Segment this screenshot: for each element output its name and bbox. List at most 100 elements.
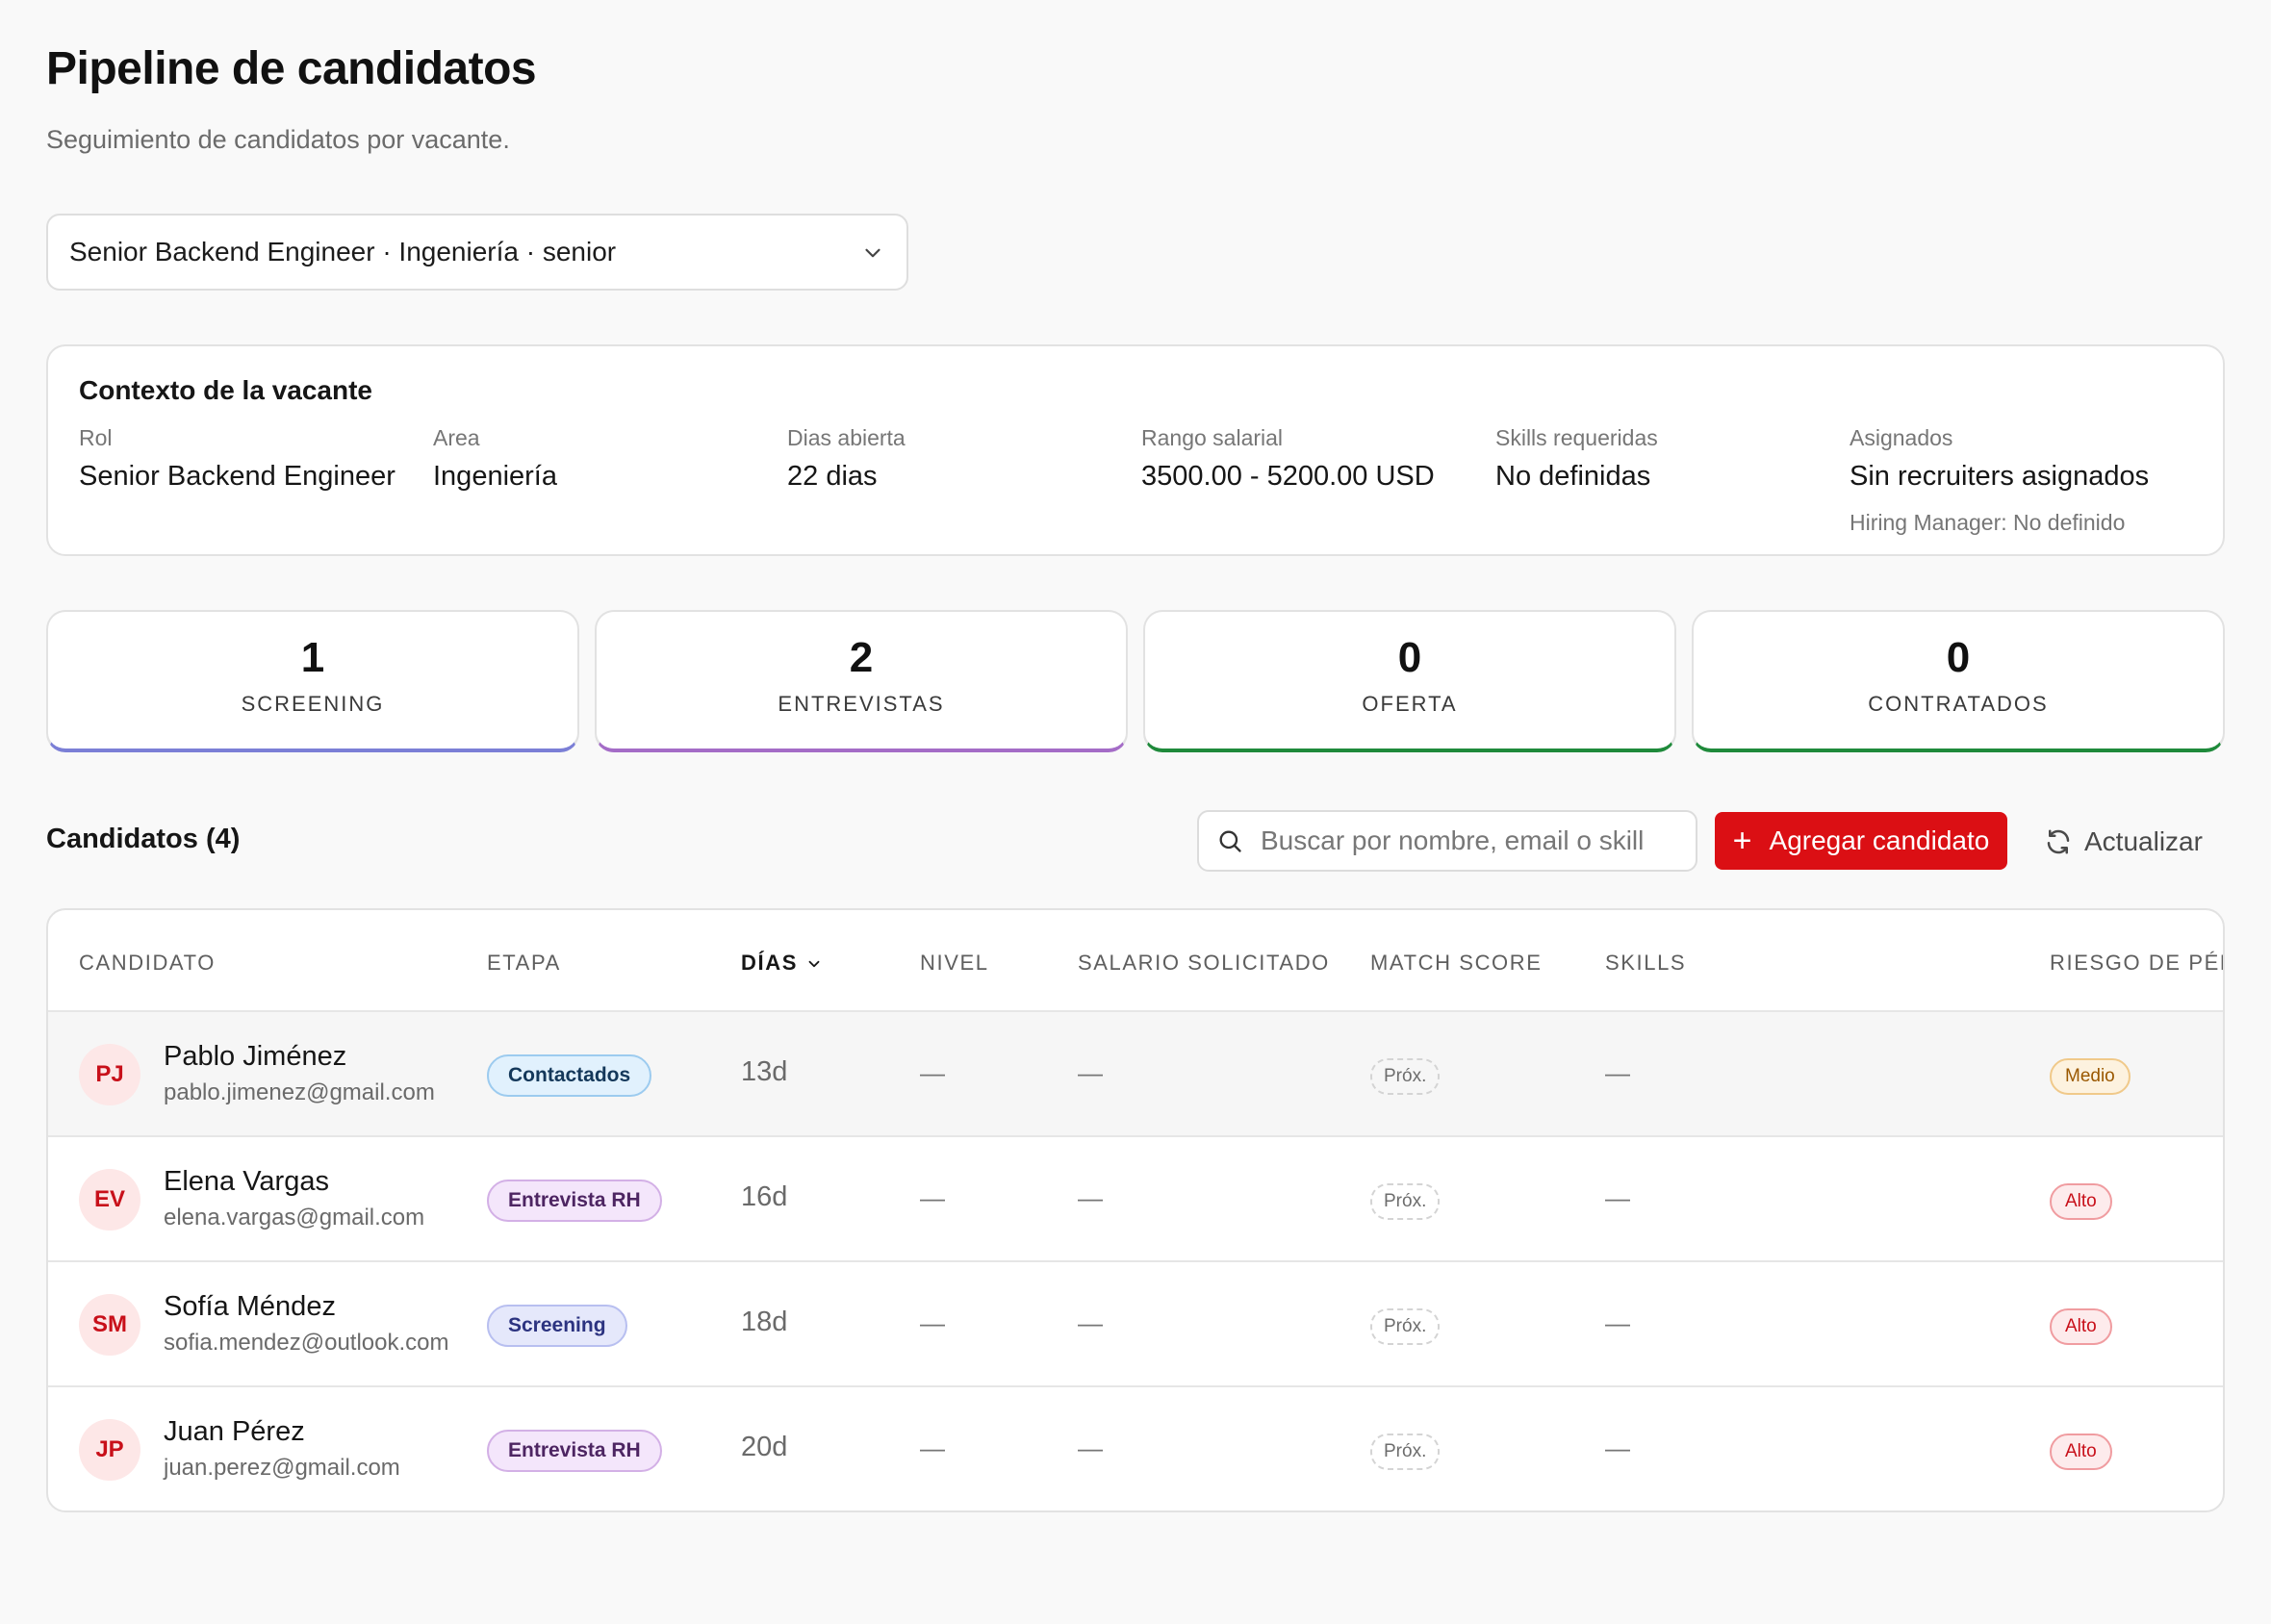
salary-value: — [1078,1434,1103,1462]
match-score-badge: Próx. [1370,1183,1441,1220]
avatar: PJ [79,1044,140,1105]
table-row[interactable]: EV Elena Vargas elena.vargas@gmail.com E… [48,1137,2223,1262]
stat-label: ENTREVISTAS [778,691,945,716]
risk-badge: Alto [2050,1308,2112,1345]
stat-label: SCREENING [241,691,385,716]
level-value: — [920,1434,945,1462]
stage-badge: Entrevista RH [487,1180,662,1222]
column-header-match-score[interactable]: MATCH SCORE [1370,951,1543,975]
avatar: JP [79,1419,140,1481]
days-value: 13d [741,1056,788,1087]
context-label: Asignados [1850,425,1953,450]
table-row[interactable]: PJ Pablo Jiménez pablo.jimenez@gmail.com… [48,1012,2223,1137]
sort-desc-icon [808,961,820,968]
skills-value: — [1605,1434,1630,1462]
context-value: Sin recruiters asignados [1850,461,2150,492]
table-header: CANDIDATO ETAPA DÍAS NIVEL SALARIO SOLIC… [48,910,2223,1012]
column-header-days[interactable]: DÍAS [741,951,823,976]
candidates-title: Candidatos (4) [46,824,241,854]
column-header-candidate[interactable]: CANDIDATO [79,951,216,975]
page-subtitle: Seguimiento de candidatos por vacante. [46,125,510,154]
search-box[interactable] [1197,810,1697,872]
refresh-button[interactable]: Actualizar [2044,818,2203,866]
skills-value: — [1605,1183,1630,1212]
table-row[interactable]: JP Juan Pérez juan.perez@gmail.com Entre… [48,1387,2223,1510]
context-label: Skills requeridas [1495,425,1658,450]
candidate-name[interactable]: Elena Vargas [164,1166,329,1197]
level-value: — [920,1308,945,1337]
salary-value: — [1078,1183,1103,1212]
context-value: 22 dias [787,461,878,492]
context-value: Senior Backend Engineer [79,461,396,492]
avatar: EV [79,1169,140,1231]
vacancy-context-card: Contexto de la vacante Rol Senior Backen… [46,344,2225,556]
skills-value: — [1605,1308,1630,1337]
stat-card-screening[interactable]: 1 SCREENING [46,610,579,752]
salary-value: — [1078,1058,1103,1087]
level-value: — [920,1183,945,1212]
stat-card-interviews[interactable]: 2 ENTREVISTAS [595,610,1128,752]
stat-label: OFERTA [1362,691,1458,716]
salary-value: — [1078,1308,1103,1337]
stage-badge: Entrevista RH [487,1430,662,1472]
column-header-skills[interactable]: SKILLS [1605,951,1687,975]
level-value: — [920,1058,945,1087]
candidate-email: elena.vargas@gmail.com [164,1205,425,1231]
vacancy-select[interactable]: Senior Backend Engineer · Ingeniería · s… [46,214,908,291]
add-candidate-button[interactable]: + Agregar candidato [1715,812,2007,870]
stat-value: 2 [849,634,874,681]
refresh-icon [2047,829,2070,854]
vacancy-select-value: Senior Backend Engineer · Ingeniería · s… [69,237,617,266]
column-header-salary[interactable]: SALARIO SOLICITADO [1078,951,1330,975]
context-field-skills: Skills requeridas No definidas [1495,425,1658,493]
stat-value: 0 [1397,634,1422,681]
context-field-area: Area Ingeniería [433,425,557,493]
context-label: Rol [79,425,113,450]
candidate-email: sofia.mendez@outlook.com [164,1330,449,1356]
avatar: SM [79,1294,140,1356]
add-candidate-label: Agregar candidato [1769,825,1990,855]
candidate-name[interactable]: Sofía Méndez [164,1291,336,1322]
context-label: Area [433,425,480,450]
context-value: Ingeniería [433,461,557,492]
context-title: Contexto de la vacante [79,375,372,405]
stage-badge: Contactados [487,1054,652,1097]
table-row[interactable]: SM Sofía Méndez sofia.mendez@outlook.com… [48,1262,2223,1387]
context-field-days-open: Dias abierta 22 dias [787,425,906,493]
match-score-badge: Próx. [1370,1308,1441,1345]
candidate-name[interactable]: Juan Pérez [164,1416,305,1447]
risk-badge: Alto [2050,1434,2112,1470]
candidate-email: pablo.jimenez@gmail.com [164,1079,435,1105]
stage-badge: Screening [487,1305,627,1347]
stat-value: 0 [1946,634,1971,681]
search-input[interactable] [1261,825,1684,856]
days-value: 16d [741,1181,788,1212]
column-header-days-label: DÍAS [741,951,798,975]
refresh-label: Actualizar [2084,826,2203,856]
candidates-table: CANDIDATO ETAPA DÍAS NIVEL SALARIO SOLIC… [46,908,2225,1512]
risk-badge: Alto [2050,1183,2112,1220]
page-title: Pipeline de candidatos [46,43,537,94]
chevron-down-icon [865,248,880,258]
column-header-stage[interactable]: ETAPA [487,951,561,975]
context-label: Rango salarial [1141,425,1284,450]
context-value: 3500.00 - 5200.00 USD [1141,461,1435,492]
hiring-manager-note: Hiring Manager: No definido [1850,510,2126,535]
context-field-salary-range: Rango salarial 3500.00 - 5200.00 USD [1141,425,1435,493]
match-score-badge: Próx. [1370,1058,1441,1095]
search-icon [1219,830,1241,852]
context-label: Dias abierta [787,425,906,450]
candidate-email: juan.perez@gmail.com [164,1455,400,1481]
column-header-level[interactable]: NIVEL [920,951,989,975]
plus-icon: + [1732,823,1752,859]
context-value: No definidas [1495,461,1651,492]
stat-card-hired[interactable]: 0 CONTRATADOS [1692,610,2225,752]
stat-value: 1 [300,634,325,681]
candidate-name[interactable]: Pablo Jiménez [164,1041,347,1072]
skills-value: — [1605,1058,1630,1087]
stat-label: CONTRATADOS [1868,691,2049,716]
column-header-risk[interactable]: RIESGO DE PÉRI [2050,951,2225,975]
stat-card-offer[interactable]: 0 OFERTA [1143,610,1676,752]
context-field-role: Rol Senior Backend Engineer [79,425,396,493]
